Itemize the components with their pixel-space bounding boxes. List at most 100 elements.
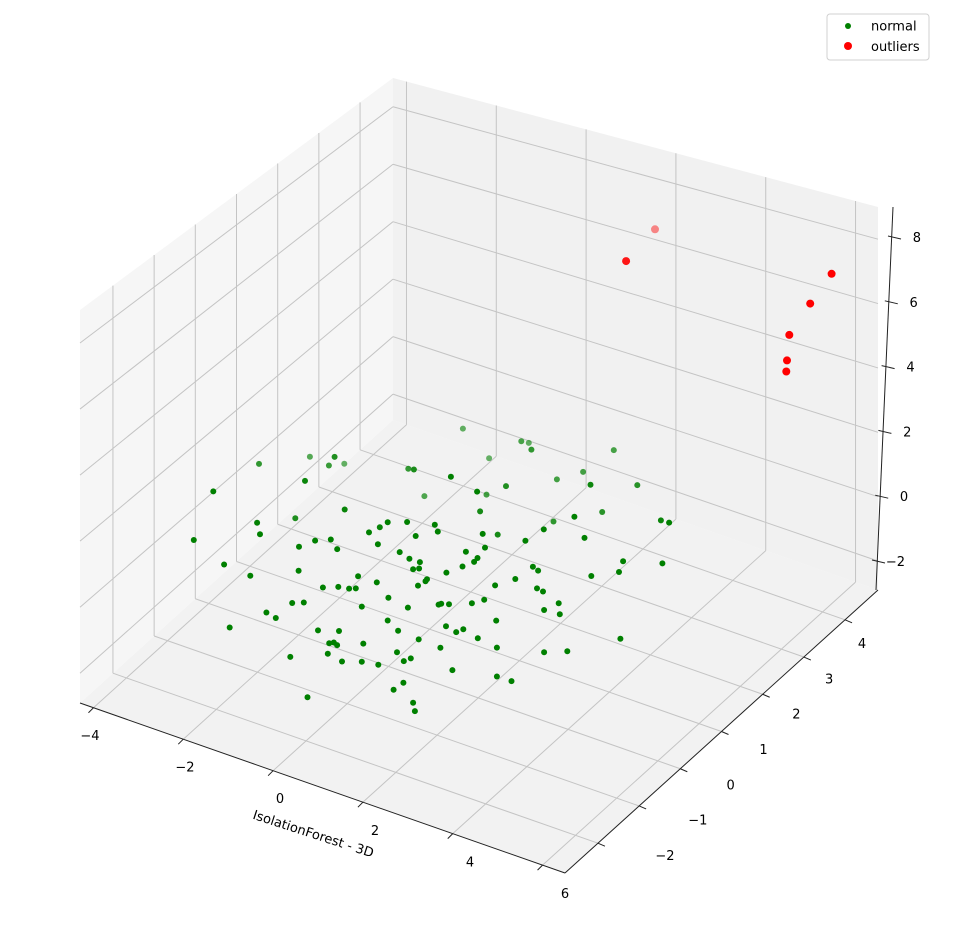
- normal-point: [534, 585, 540, 592]
- normal-point: [412, 533, 419, 539]
- normal-point: [424, 576, 430, 583]
- y-tick-mark: [597, 842, 606, 847]
- normal-point: [437, 644, 444, 651]
- normal-point: [666, 519, 673, 526]
- normal-point: [528, 446, 535, 453]
- normal-point: [443, 569, 450, 576]
- normal-point: [410, 566, 417, 573]
- legend-marker-outliers: [844, 42, 852, 50]
- normal-point: [477, 508, 484, 515]
- normal-point: [616, 569, 622, 575]
- z-tick-label: 6: [910, 296, 918, 311]
- normal-point: [494, 531, 501, 538]
- normal-point: [588, 573, 595, 579]
- outlier-point: [806, 299, 815, 308]
- data-points: [190, 225, 836, 715]
- normal-point: [493, 644, 500, 651]
- normal-point: [657, 517, 664, 524]
- normal-point: [384, 617, 391, 624]
- y-tick-label: 1: [759, 743, 767, 758]
- gridline-y-floor: [112, 672, 599, 844]
- normal-point: [471, 558, 478, 565]
- legend-marker-normal: [845, 23, 851, 29]
- gridline-z-left: [79, 336, 394, 608]
- normal-point: [375, 661, 382, 668]
- y-tick-mark: [844, 619, 853, 624]
- normal-point: [336, 628, 342, 634]
- normal-point: [462, 548, 469, 555]
- normal-point: [431, 521, 438, 528]
- outlier-point: [783, 356, 791, 365]
- y-tick-mark: [680, 768, 688, 773]
- normal-point: [512, 576, 519, 582]
- z-tick-mark: [884, 300, 898, 305]
- normal-point: [459, 563, 466, 570]
- x-axis-label: IsolationForest - 3D: [251, 808, 376, 861]
- gridline-y-floor: [359, 449, 846, 621]
- z-tick-mark: [881, 365, 895, 370]
- y-tick-label: −2: [655, 849, 674, 864]
- normal-point: [407, 655, 414, 662]
- normal-point: [295, 567, 302, 574]
- normal-point: [416, 559, 423, 566]
- normal-point: [541, 649, 548, 656]
- normal-point: [421, 493, 428, 500]
- x-tick-mark: [88, 707, 94, 714]
- normal-point: [358, 658, 365, 665]
- normal-point: [587, 481, 594, 488]
- gridline-z-back: [392, 336, 879, 498]
- normal-point: [376, 524, 383, 531]
- normal-point: [287, 653, 294, 660]
- y-tick-label: 3: [825, 672, 833, 687]
- normal-point: [474, 635, 481, 642]
- normal-point: [599, 509, 606, 515]
- legend-label-outliers: outliers: [871, 40, 920, 55]
- normal-point: [319, 584, 326, 591]
- normal-point: [540, 526, 547, 533]
- normal-point: [634, 482, 641, 489]
- y-tick-mark: [721, 731, 729, 735]
- normal-point: [564, 648, 571, 655]
- y-tick-mark: [762, 693, 770, 698]
- x-tick-label: −4: [80, 729, 99, 744]
- normal-point: [503, 483, 509, 490]
- normal-point: [221, 561, 228, 568]
- normal-point: [247, 572, 254, 579]
- normal-point: [190, 537, 197, 543]
- z-tick-mark: [875, 494, 889, 499]
- outlier-point: [782, 367, 791, 376]
- normal-point: [508, 678, 515, 685]
- normal-point: [325, 462, 332, 469]
- normal-point: [257, 531, 263, 538]
- legend-frame: [826, 13, 930, 61]
- z-axis-line: [875, 206, 894, 591]
- gridline-z-back: [392, 393, 879, 562]
- normal-point: [447, 473, 454, 480]
- normal-point: [460, 626, 467, 633]
- y-tick-label: 2: [792, 708, 800, 723]
- x-tick-mark: [267, 770, 274, 777]
- normal-point: [312, 537, 319, 544]
- normal-point: [435, 601, 442, 608]
- x-tick-label: 6: [561, 887, 569, 902]
- tick-labels: −4 −2 0 2 4 6 −2 −1 0 1 2 3 4 −2 0 2 4 6 8: [80, 231, 921, 902]
- normal-point: [580, 468, 587, 475]
- normal-point: [443, 623, 449, 630]
- normal-point: [396, 549, 403, 556]
- normal-point: [453, 629, 460, 636]
- gridline-z-left: [79, 163, 394, 410]
- normal-point: [400, 679, 407, 686]
- normal-point: [226, 624, 233, 631]
- normal-point: [555, 600, 562, 607]
- gridline-y-floor: [318, 486, 805, 658]
- normal-point: [302, 477, 308, 484]
- normal-point: [550, 518, 557, 525]
- gridline-y-floor: [236, 561, 722, 732]
- normal-point: [400, 658, 407, 665]
- normal-point: [556, 611, 563, 618]
- gridline-y-floor: [153, 635, 640, 807]
- normal-point: [459, 425, 466, 432]
- x-tick-label: 0: [276, 792, 284, 807]
- x-axis-line: [79, 702, 566, 874]
- normal-point: [394, 649, 400, 656]
